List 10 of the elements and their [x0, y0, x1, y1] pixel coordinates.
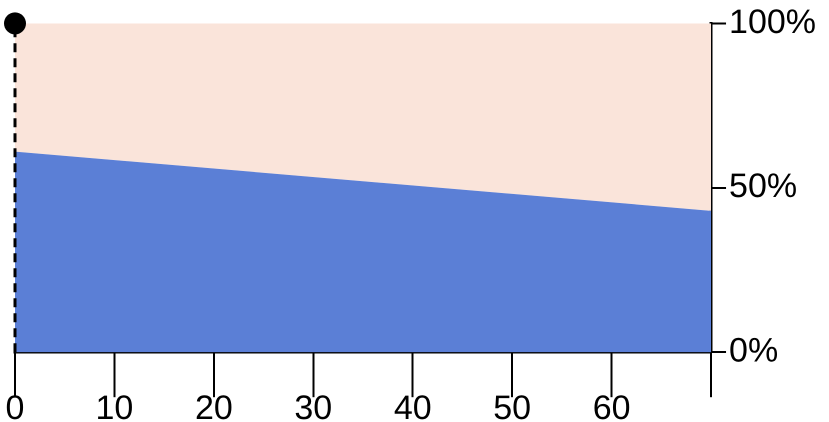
x-tick-label: 60	[592, 388, 631, 422]
x-tick-label: 40	[394, 388, 432, 422]
x-tick-label: 50	[493, 388, 532, 422]
x-tick-label: 10	[96, 388, 134, 422]
x-tick-label: 30	[294, 388, 332, 422]
x-tick-label: 0	[6, 388, 24, 422]
x-tick-label: 20	[194, 388, 233, 422]
y-tick-label: 0%	[729, 332, 778, 370]
y-tick-label: 100%	[729, 2, 816, 41]
y-tick-label: 50%	[729, 167, 798, 206]
